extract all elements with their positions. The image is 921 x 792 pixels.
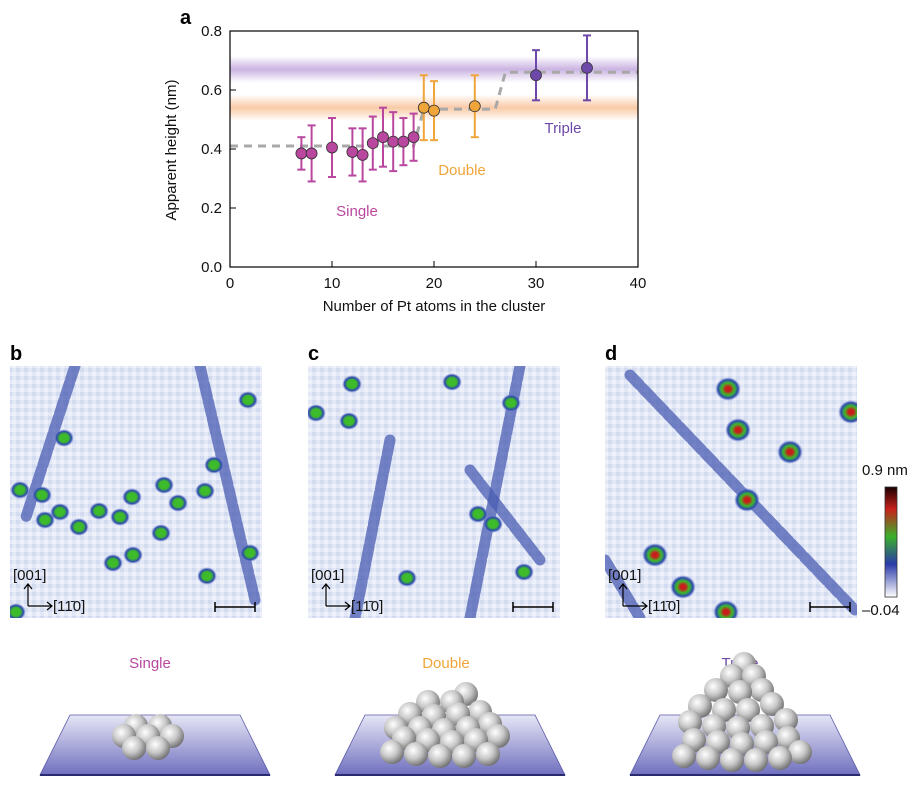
- axis-label-x: [11̄0]: [351, 598, 383, 615]
- point: [296, 148, 307, 159]
- cluster: [306, 404, 326, 422]
- colorbar-min: –0.04: [862, 602, 900, 619]
- point: [378, 132, 389, 143]
- cluster: [670, 575, 696, 599]
- cluster: [342, 375, 362, 393]
- stm-image: [605, 366, 864, 624]
- point: [306, 148, 317, 159]
- model-label: Double: [422, 655, 470, 672]
- cluster: [10, 481, 30, 499]
- cluster: [238, 391, 258, 409]
- y-axis-title: Apparent height (nm): [163, 80, 180, 221]
- cluster: [89, 502, 109, 520]
- cluster: [642, 543, 668, 567]
- point: [582, 62, 593, 73]
- atom: [122, 736, 146, 760]
- atom: [428, 744, 452, 768]
- x-tick-label: 10: [324, 275, 341, 292]
- cluster: [154, 476, 174, 494]
- atom: [672, 744, 696, 768]
- cluster: [54, 429, 74, 447]
- cluster: [195, 482, 215, 500]
- cluster: [339, 412, 359, 430]
- cluster: [734, 488, 760, 512]
- cluster: [122, 488, 142, 506]
- y-tick-label: 0.4: [201, 141, 222, 158]
- x-tick-label: 20: [426, 275, 443, 292]
- y-tick-label: 0.0: [201, 259, 222, 276]
- cluster: [168, 494, 188, 512]
- cluster: [397, 569, 417, 587]
- cluster: [35, 511, 55, 529]
- cluster: [483, 515, 503, 533]
- x-tick-label: 0: [226, 275, 234, 292]
- y-tick-label: 0.6: [201, 82, 222, 99]
- atom: [696, 746, 720, 770]
- panel-label: b: [10, 343, 22, 365]
- panel-label: c: [308, 343, 319, 365]
- atom: [744, 748, 768, 772]
- cluster: [204, 456, 224, 474]
- cluster: [838, 400, 864, 424]
- atom: [404, 742, 428, 766]
- cluster: [725, 418, 751, 442]
- cluster: [69, 518, 89, 536]
- cluster: [123, 546, 143, 564]
- axis-label-y: [001]: [608, 567, 641, 584]
- axis-label-y: [001]: [13, 567, 46, 584]
- point: [367, 138, 378, 149]
- point: [327, 142, 338, 153]
- y-tick-label: 0.2: [201, 200, 222, 217]
- panel-label: d: [605, 343, 617, 365]
- cluster: [715, 377, 741, 401]
- point: [388, 136, 399, 147]
- cluster: [777, 440, 803, 464]
- point: [469, 101, 480, 112]
- axis-label-x: [11̄0]: [53, 598, 85, 615]
- cluster: [197, 567, 217, 585]
- cluster: [6, 603, 26, 621]
- x-tick-label: 30: [528, 275, 545, 292]
- band: [230, 56, 638, 83]
- atom: [452, 744, 476, 768]
- cluster: [501, 394, 521, 412]
- colorbar: [885, 487, 897, 597]
- series-label: Double: [438, 162, 486, 179]
- cluster: [442, 373, 462, 391]
- colorbar-max: 0.9 nm: [862, 462, 908, 479]
- panel-label: a: [180, 7, 192, 29]
- atom: [146, 736, 170, 760]
- point: [357, 149, 368, 160]
- cluster: [103, 554, 123, 572]
- series-label: Triple: [545, 120, 582, 137]
- point: [347, 146, 358, 157]
- atom: [380, 740, 404, 764]
- point: [429, 105, 440, 116]
- cluster: [240, 544, 260, 562]
- point: [398, 136, 409, 147]
- atom: [476, 742, 500, 766]
- axis-label-y: [001]: [311, 567, 344, 584]
- atom: [720, 748, 744, 772]
- x-axis-title: Number of Pt atoms in the cluster: [323, 298, 546, 315]
- axis-label-x: [11̄0]: [648, 598, 680, 615]
- x-tick-label: 40: [630, 275, 647, 292]
- cluster: [514, 563, 534, 581]
- model-label: Single: [129, 655, 171, 672]
- series-label: Single: [336, 203, 378, 220]
- point: [418, 102, 429, 113]
- figure: a Number of Pt atoms in the cluster Appa…: [0, 0, 921, 787]
- cluster: [110, 508, 130, 526]
- y-tick-label: 0.8: [201, 23, 222, 40]
- cluster: [151, 524, 171, 542]
- cluster: [713, 600, 739, 624]
- point: [408, 132, 419, 143]
- cluster: [32, 486, 52, 504]
- point: [531, 70, 542, 81]
- atom: [768, 746, 792, 770]
